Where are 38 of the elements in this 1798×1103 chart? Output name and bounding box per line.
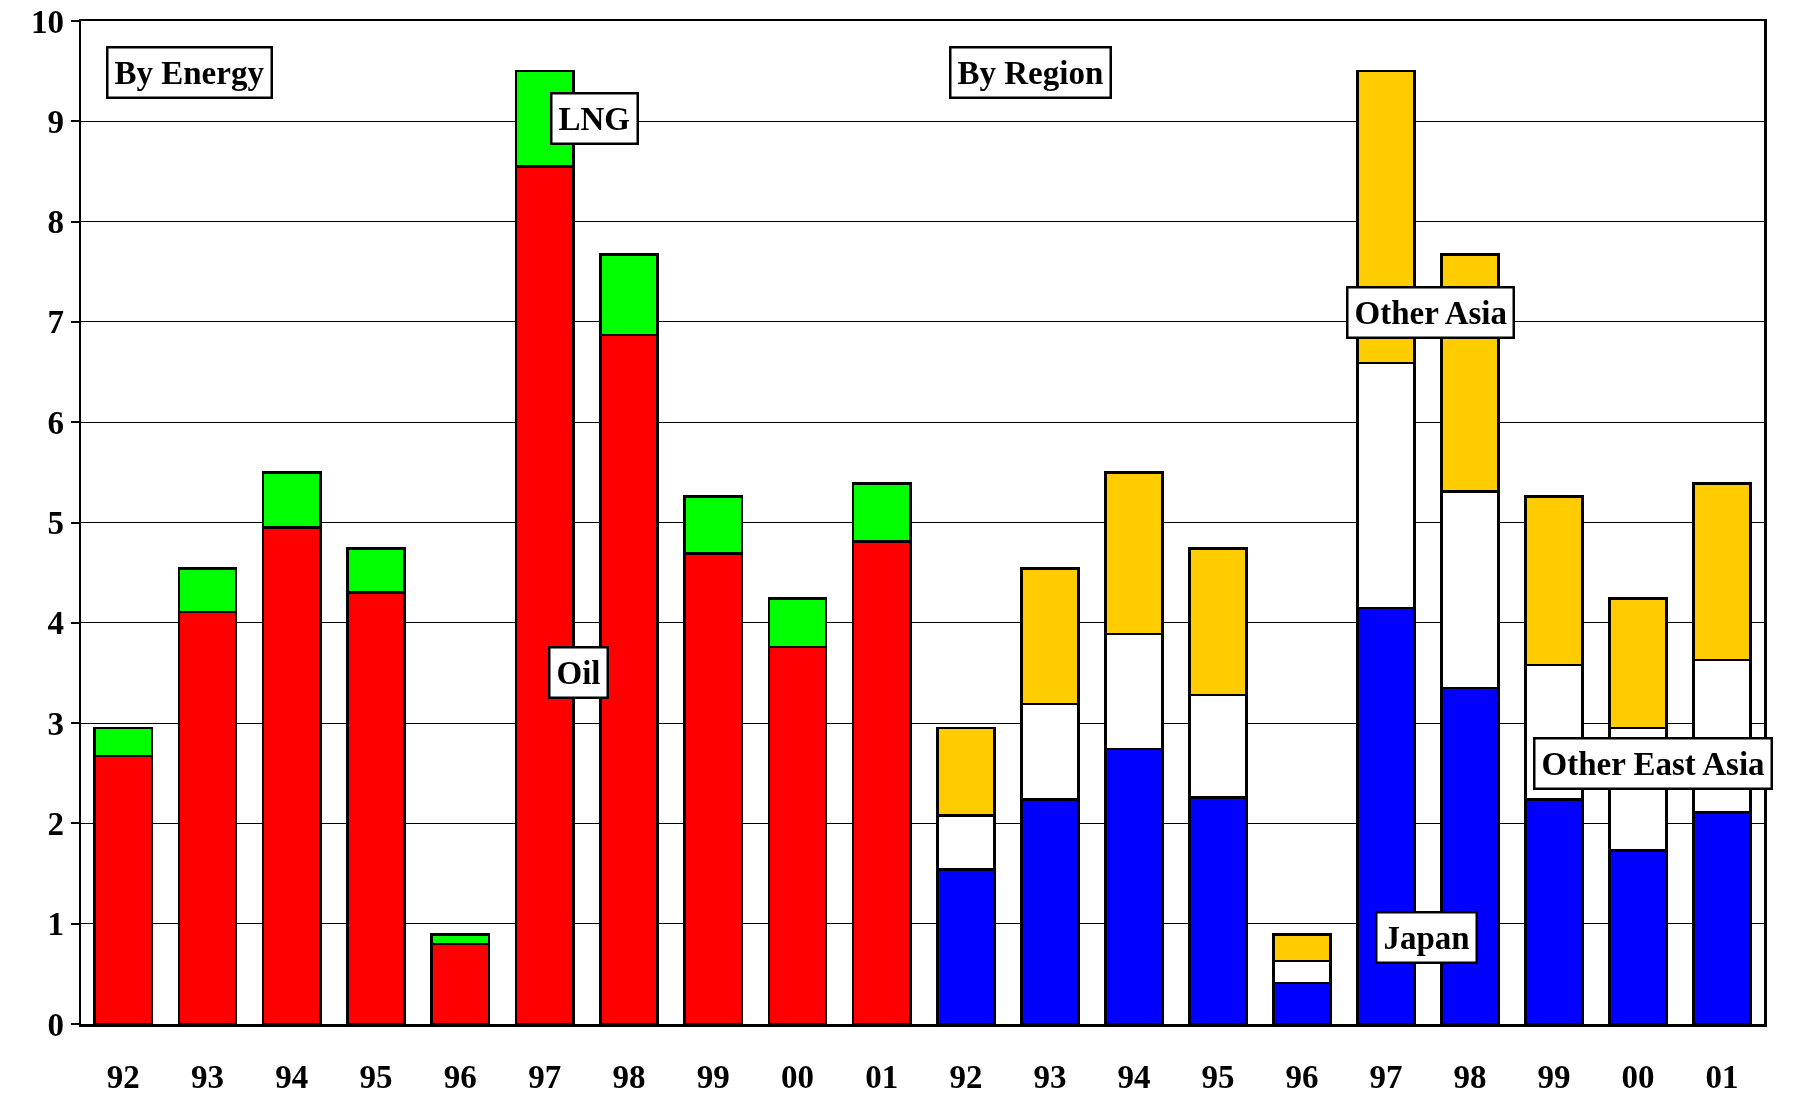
- y-tick-label: 5: [47, 505, 64, 542]
- series-label: Other East Asia: [1541, 745, 1765, 782]
- x-tick-label: 97: [528, 1059, 562, 1096]
- annotation: By Energy: [114, 54, 265, 91]
- x-tick-label: 96: [1285, 1059, 1319, 1096]
- y-tick-label: 7: [47, 304, 64, 341]
- x-tick-label: 95: [359, 1059, 393, 1096]
- x-tick-label: 00: [781, 1059, 815, 1096]
- x-tick-label: 99: [1537, 1059, 1571, 1096]
- y-tick-label: 0: [47, 1006, 64, 1043]
- annotation: By Region: [957, 54, 1104, 91]
- y-tick-label: 1: [47, 906, 64, 943]
- x-tick-label: 94: [1117, 1059, 1151, 1096]
- y-tick-label: 3: [47, 705, 64, 742]
- x-tick-label: 98: [1453, 1059, 1487, 1096]
- x-tick-label: 95: [1201, 1059, 1235, 1096]
- x-tick-label: 00: [1621, 1059, 1655, 1096]
- x-tick-label: 98: [612, 1059, 646, 1096]
- x-tick-label: 96: [443, 1059, 477, 1096]
- series-label: LNG: [558, 100, 631, 137]
- y-tick-label: 10: [30, 3, 64, 40]
- series-label: Japan: [1383, 919, 1470, 956]
- y-tick-label: 4: [47, 605, 64, 642]
- series-label: Other Asia: [1354, 294, 1507, 331]
- x-tick-label: 93: [1033, 1059, 1067, 1096]
- y-tick-label: 6: [47, 404, 64, 441]
- y-tick-label: 2: [47, 805, 64, 842]
- series-label: Oil: [556, 654, 601, 691]
- x-tick-label: 01: [1705, 1059, 1739, 1096]
- x-tick-label: 93: [190, 1059, 224, 1096]
- x-tick-label: 94: [275, 1059, 309, 1096]
- x-tick-label: 01: [865, 1059, 899, 1096]
- y-tick-label: 8: [47, 204, 64, 241]
- x-tick-label: 97: [1369, 1059, 1403, 1096]
- y-tick-label: 9: [47, 103, 64, 140]
- x-tick-label: 99: [696, 1059, 730, 1096]
- x-tick-label: 92: [949, 1059, 983, 1096]
- x-tick-label: 92: [106, 1059, 140, 1096]
